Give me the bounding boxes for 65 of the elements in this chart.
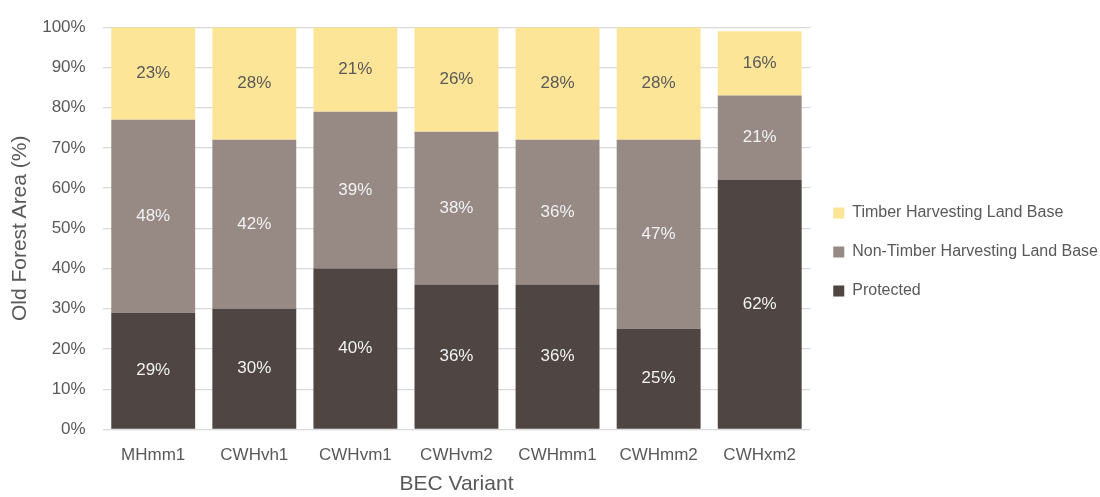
bar (313, 111, 398, 269)
bar (515, 284, 600, 429)
y-tick-label: 60% (51, 177, 86, 197)
data-label: 28% (237, 73, 272, 93)
y-tick-label: 80% (51, 97, 86, 117)
data-label: 29% (136, 360, 171, 380)
data-label: 16% (742, 53, 777, 73)
y-tick-label: 90% (51, 57, 86, 77)
bar (313, 27, 398, 112)
legend-label: Non-Timber Harvesting Land Base (852, 242, 1099, 260)
x-tick-label: CWHvh1 (220, 445, 289, 465)
bar (212, 139, 297, 309)
y-tick-label: 70% (51, 137, 86, 157)
x-tick-label: CWHmm2 (619, 445, 698, 465)
y-axis-title: Old Forest Area (%) (7, 135, 31, 322)
y-tick-label: 100% (42, 16, 86, 36)
bar (717, 95, 802, 181)
legend-label: Protected (852, 281, 921, 299)
bar (111, 27, 196, 120)
bar (414, 284, 499, 429)
data-label: 21% (338, 59, 373, 79)
bar (414, 27, 499, 132)
data-label: 36% (439, 346, 474, 366)
data-label: 36% (540, 201, 575, 221)
data-label: 21% (742, 127, 777, 147)
x-tick-label: CWHmm1 (518, 445, 597, 465)
bar (212, 308, 297, 429)
x-tick-label: CWHvm2 (420, 445, 493, 465)
data-label: 48% (136, 205, 171, 225)
y-tick-label: 50% (51, 217, 86, 237)
y-tick-label: 0% (61, 419, 86, 439)
data-label: 25% (641, 368, 676, 388)
x-tick-label: CWHxm2 (723, 445, 797, 465)
bar (515, 139, 600, 285)
y-tick-label: 30% (51, 298, 86, 318)
data-label: 38% (439, 197, 474, 217)
data-label: 39% (338, 179, 373, 199)
bar (111, 312, 196, 429)
legend-label: Timber Harvesting Land Base (852, 203, 1064, 221)
bar (616, 328, 701, 429)
data-label: 28% (641, 73, 676, 93)
bar (313, 268, 398, 429)
data-label: 36% (540, 346, 575, 366)
data-label: 42% (237, 213, 272, 233)
bar (616, 139, 701, 329)
data-label: 30% (237, 358, 272, 378)
bar (717, 31, 802, 96)
data-label: 26% (439, 69, 474, 89)
bar (111, 119, 196, 313)
x-axis-title: BEC Variant (399, 471, 514, 495)
data-label: 47% (641, 224, 676, 244)
bar (212, 27, 297, 140)
y-tick-label: 20% (51, 338, 86, 358)
bar (717, 180, 802, 429)
data-label: 23% (136, 63, 171, 83)
y-tick-label: 40% (51, 258, 86, 278)
x-tick-label: CWHvm1 (319, 445, 392, 465)
data-label: 40% (338, 338, 373, 358)
x-tick-label: MHmm1 (121, 445, 186, 465)
bar (414, 131, 499, 285)
data-label: 62% (742, 294, 777, 314)
bar (616, 27, 701, 140)
data-label: 28% (540, 73, 575, 93)
bar (515, 27, 600, 140)
y-tick-label: 10% (51, 378, 86, 398)
